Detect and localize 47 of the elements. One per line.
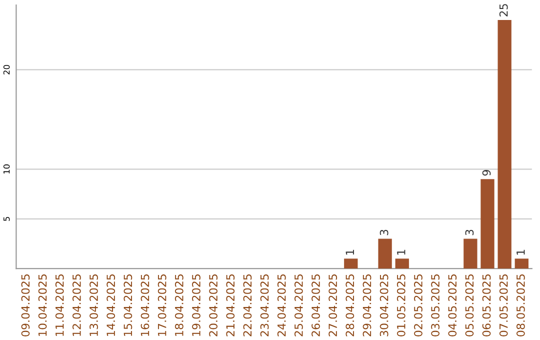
x-tick-label: 21.04.2025 bbox=[226, 274, 235, 336]
x-tick-label: 23.04.2025 bbox=[260, 274, 269, 336]
bar bbox=[344, 258, 358, 269]
x-tick-label: 16.04.2025 bbox=[140, 274, 150, 336]
data-label: 1 bbox=[397, 250, 406, 255]
y-tick-label: 5 bbox=[4, 216, 10, 221]
y-tick-label: 10 bbox=[3, 164, 10, 174]
bar bbox=[480, 179, 494, 269]
x-tick-label: 15.04.2025 bbox=[124, 274, 132, 336]
data-label: 9 bbox=[482, 170, 491, 176]
data-label: 3 bbox=[380, 230, 388, 236]
x-tick-label: 14.04.2025 bbox=[106, 274, 116, 336]
y-tick-label: 20 bbox=[3, 64, 10, 74]
x-tick-label: 17.04.2025 bbox=[158, 274, 166, 336]
x-tick-label: 26.04.2025 bbox=[312, 274, 320, 336]
x-tick-label: 06.05.2025 bbox=[482, 274, 491, 336]
x-tick-label: 11.04.2025 bbox=[55, 274, 64, 336]
data-label: 1 bbox=[346, 250, 354, 255]
x-tick-label: 07.05.2025 bbox=[499, 274, 508, 336]
x-tick-label: 10.04.2025 bbox=[38, 274, 47, 336]
x-tick-label: 12.04.2025 bbox=[72, 274, 81, 336]
data-label: 1 bbox=[516, 250, 525, 255]
x-tick-label: 18.04.2025 bbox=[174, 274, 184, 336]
bar bbox=[395, 258, 409, 269]
x-tick-label: 13.04.2025 bbox=[90, 274, 98, 336]
bar bbox=[514, 258, 528, 269]
x-tick-label: 22.04.2025 bbox=[243, 274, 252, 336]
data-label: 3 bbox=[465, 230, 474, 236]
x-tick-label: 01.05.2025 bbox=[396, 274, 406, 336]
bar bbox=[464, 238, 478, 269]
x-tick-label: 30.04.2025 bbox=[380, 274, 388, 336]
x-tick-label: 29.04.2025 bbox=[362, 274, 372, 336]
x-tick-label: 02.05.2025 bbox=[414, 274, 422, 336]
x-tick-label: 25.04.2025 bbox=[294, 274, 303, 336]
x-tick-label: 20.04.2025 bbox=[209, 274, 218, 336]
x-tick-label: 03.05.2025 bbox=[431, 274, 440, 336]
x-tick-label: 19.04.2025 bbox=[192, 274, 200, 336]
x-tick-label: 09.04.2025 bbox=[21, 274, 30, 336]
x-tick-label: 05.05.2025 bbox=[465, 274, 474, 336]
bar bbox=[378, 238, 392, 269]
data-label: 25 bbox=[499, 4, 508, 16]
x-tick-label: 08.05.2025 bbox=[516, 274, 525, 336]
x-tick-label: 28.04.2025 bbox=[346, 274, 354, 336]
x-tick-label: 27.04.2025 bbox=[328, 274, 338, 336]
x-tick-label: 24.04.2025 bbox=[277, 274, 286, 336]
bar bbox=[498, 20, 512, 269]
x-tick-label: 04.05.2025 bbox=[448, 274, 457, 336]
